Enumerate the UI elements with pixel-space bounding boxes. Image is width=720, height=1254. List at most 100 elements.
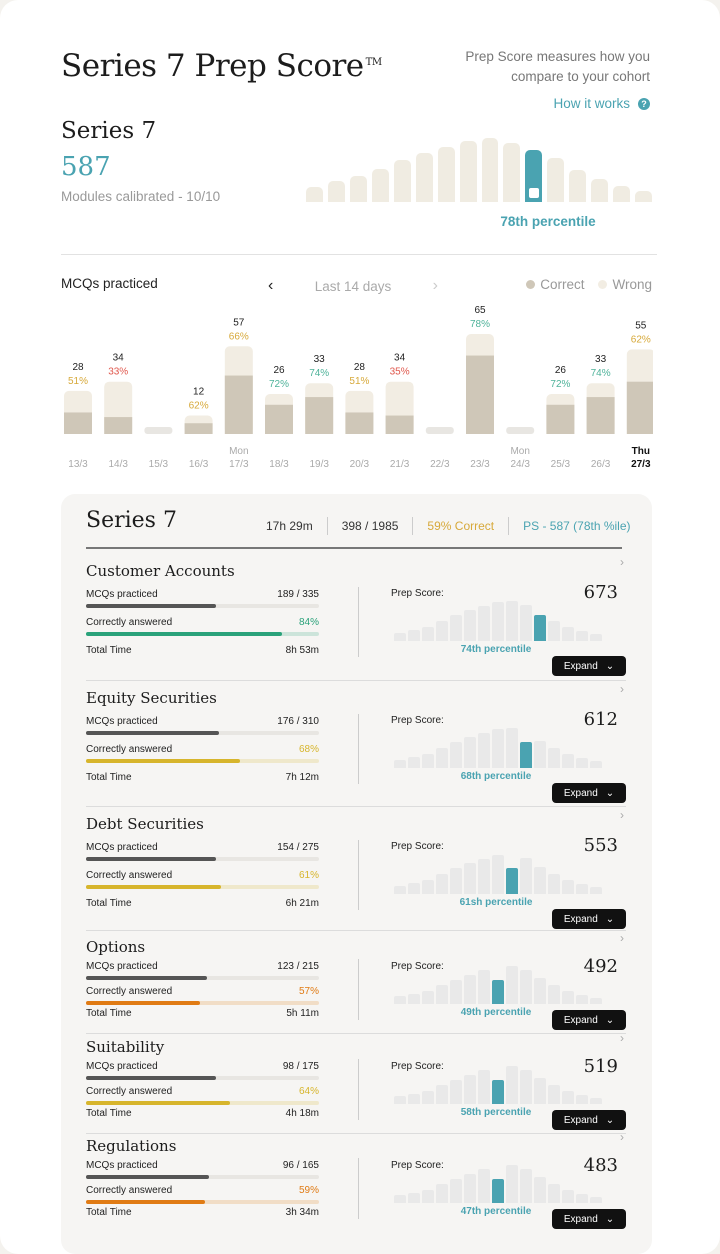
chevron-right-icon[interactable]: › <box>620 682 624 696</box>
distribution-bar <box>576 1094 588 1104</box>
empty-day-bar <box>425 427 454 434</box>
correct-progress-fill <box>86 1101 231 1105</box>
module-percentile: 47th percentile <box>460 1206 532 1217</box>
distribution-bar <box>478 970 490 1004</box>
mcqs-progress-track <box>86 1175 319 1179</box>
date-range-label: Last 14 days <box>314 278 392 294</box>
total-time-label: Total Time <box>86 645 132 656</box>
module-separator <box>86 1033 626 1034</box>
chevron-right-icon[interactable]: › <box>620 1130 624 1144</box>
total-time-row: Total Time 7h 12m <box>86 772 319 783</box>
correct-answered-value: 57% <box>298 986 319 997</box>
module-distribution <box>394 962 602 1004</box>
date-tick-label: 20/3 <box>350 459 370 470</box>
mcqs-progress-fill <box>86 1076 217 1080</box>
percent-label: 51% <box>68 376 88 387</box>
date-tick-label: 14/3 <box>108 459 128 470</box>
total-time-label: Total Time <box>86 1008 132 1019</box>
distribution-bar <box>436 1184 448 1203</box>
mcqs-practiced-row: MCQs practiced 154 / 275 <box>86 842 319 853</box>
correct-bar <box>184 423 213 434</box>
module-name: Equity Securities <box>86 689 217 707</box>
total-time-value: 3h 34m <box>285 1207 319 1218</box>
distribution-bar <box>464 1074 476 1104</box>
distribution-bar <box>408 993 420 1004</box>
percent-label: 78% <box>470 319 490 330</box>
distribution-bar <box>590 1196 602 1203</box>
distribution-bar <box>548 1184 560 1203</box>
module-name: Suitability <box>86 1038 165 1056</box>
percent-label: 62% <box>189 401 209 412</box>
distribution-bar <box>576 1193 588 1203</box>
module-distribution <box>394 1062 602 1104</box>
chevron-down-icon: ⌄ <box>605 1114 615 1126</box>
expand-label: Expand <box>563 660 598 672</box>
total-time-value: 7h 12m <box>285 772 319 783</box>
total-time-value: 8h 53m <box>285 645 319 656</box>
expand-button[interactable]: Expand ⌄ <box>552 1010 626 1030</box>
distribution-bar <box>422 1090 434 1104</box>
distribution-bar <box>548 748 560 768</box>
expand-label: Expand <box>563 1114 598 1126</box>
total-time-row: Total Time 8h 53m <box>86 645 319 656</box>
module-name: Regulations <box>86 1137 177 1155</box>
chevron-right-icon[interactable]: › <box>620 555 624 569</box>
expand-button[interactable]: Expand ⌄ <box>552 1209 626 1229</box>
distribution-bar <box>450 1178 462 1203</box>
prep-score-label: Prep Score: <box>391 961 444 972</box>
percent-label: 74% <box>591 368 611 379</box>
expand-button[interactable]: Expand ⌄ <box>552 656 626 676</box>
chevron-right-icon[interactable]: › <box>432 277 438 294</box>
percent-label: 72% <box>269 379 289 390</box>
day-label: Thu <box>632 446 650 457</box>
total-time-label: Total Time <box>86 1207 132 1218</box>
how-it-works-link[interactable]: How it works? <box>553 96 650 111</box>
module-card: Suitability › MCQs practiced 98 / 175 Correc… <box>86 1031 626 1134</box>
distribution-bar <box>520 969 532 1004</box>
expand-button[interactable]: Expand ⌄ <box>552 783 626 803</box>
chevron-right-icon[interactable]: › <box>620 1031 624 1045</box>
distribution-bar <box>450 1079 462 1104</box>
chevron-left-icon[interactable]: ‹ <box>268 277 274 294</box>
distribution-bar <box>562 1189 574 1203</box>
user-icon <box>528 188 539 198</box>
distribution-bar <box>548 1085 560 1104</box>
distribution-bar <box>590 1097 602 1104</box>
chevron-down-icon: ⌄ <box>605 913 615 925</box>
panel-stats: 17h 29m 398 / 1985 59% Correct PS - 587 … <box>266 517 631 535</box>
mcq-bar-chart: 28 51% 13/3 34 33% 14/3 15/3 12 62% 16/3 57 66% Mon 1… <box>64 305 653 470</box>
distribution-bar <box>562 753 574 768</box>
total-time-row: Total Time 6h 21m <box>86 898 319 909</box>
mcqs-practiced-label: MCQs practiced <box>86 961 158 972</box>
distribution-bar <box>520 1168 532 1203</box>
correct-bar <box>586 397 615 434</box>
correct-answered-row: Correctly answered 68% <box>86 744 319 755</box>
module-percentile: 68th percentile <box>460 771 532 782</box>
distribution-bar <box>450 979 462 1004</box>
correct-answered-label: Correctly answered <box>86 870 173 881</box>
distribution-bar <box>591 179 609 202</box>
stat-separator <box>508 517 510 535</box>
distribution-bar <box>506 728 518 768</box>
module-name: Customer Accounts <box>86 562 235 580</box>
distribution-bar <box>481 138 499 202</box>
distribution-bar <box>450 868 462 894</box>
date-tick-label: 25/3 <box>551 459 571 470</box>
distribution-bar <box>408 757 420 768</box>
correct-answered-label: Correctly answered <box>86 986 173 997</box>
date-tick-label: 26/3 <box>591 459 611 470</box>
chevron-right-icon[interactable]: › <box>620 808 624 822</box>
correct-answered-value: 68% <box>298 744 319 755</box>
distribution-bar <box>520 857 532 894</box>
percent-label: 74% <box>309 368 329 379</box>
mcqs-practiced-label: MCQs practiced <box>86 842 158 853</box>
distribution-bar <box>408 630 420 641</box>
prep-score-label: Prep Score: <box>391 841 444 852</box>
distribution-bar <box>506 966 518 1004</box>
distribution-bar <box>327 180 345 202</box>
expand-button[interactable]: Expand ⌄ <box>552 909 626 929</box>
prep-score-label: Prep Score: <box>391 1160 444 1171</box>
expand-button[interactable]: Expand ⌄ <box>552 1110 626 1130</box>
distribution-bar-user <box>534 615 546 641</box>
chevron-right-icon[interactable]: › <box>620 931 624 945</box>
